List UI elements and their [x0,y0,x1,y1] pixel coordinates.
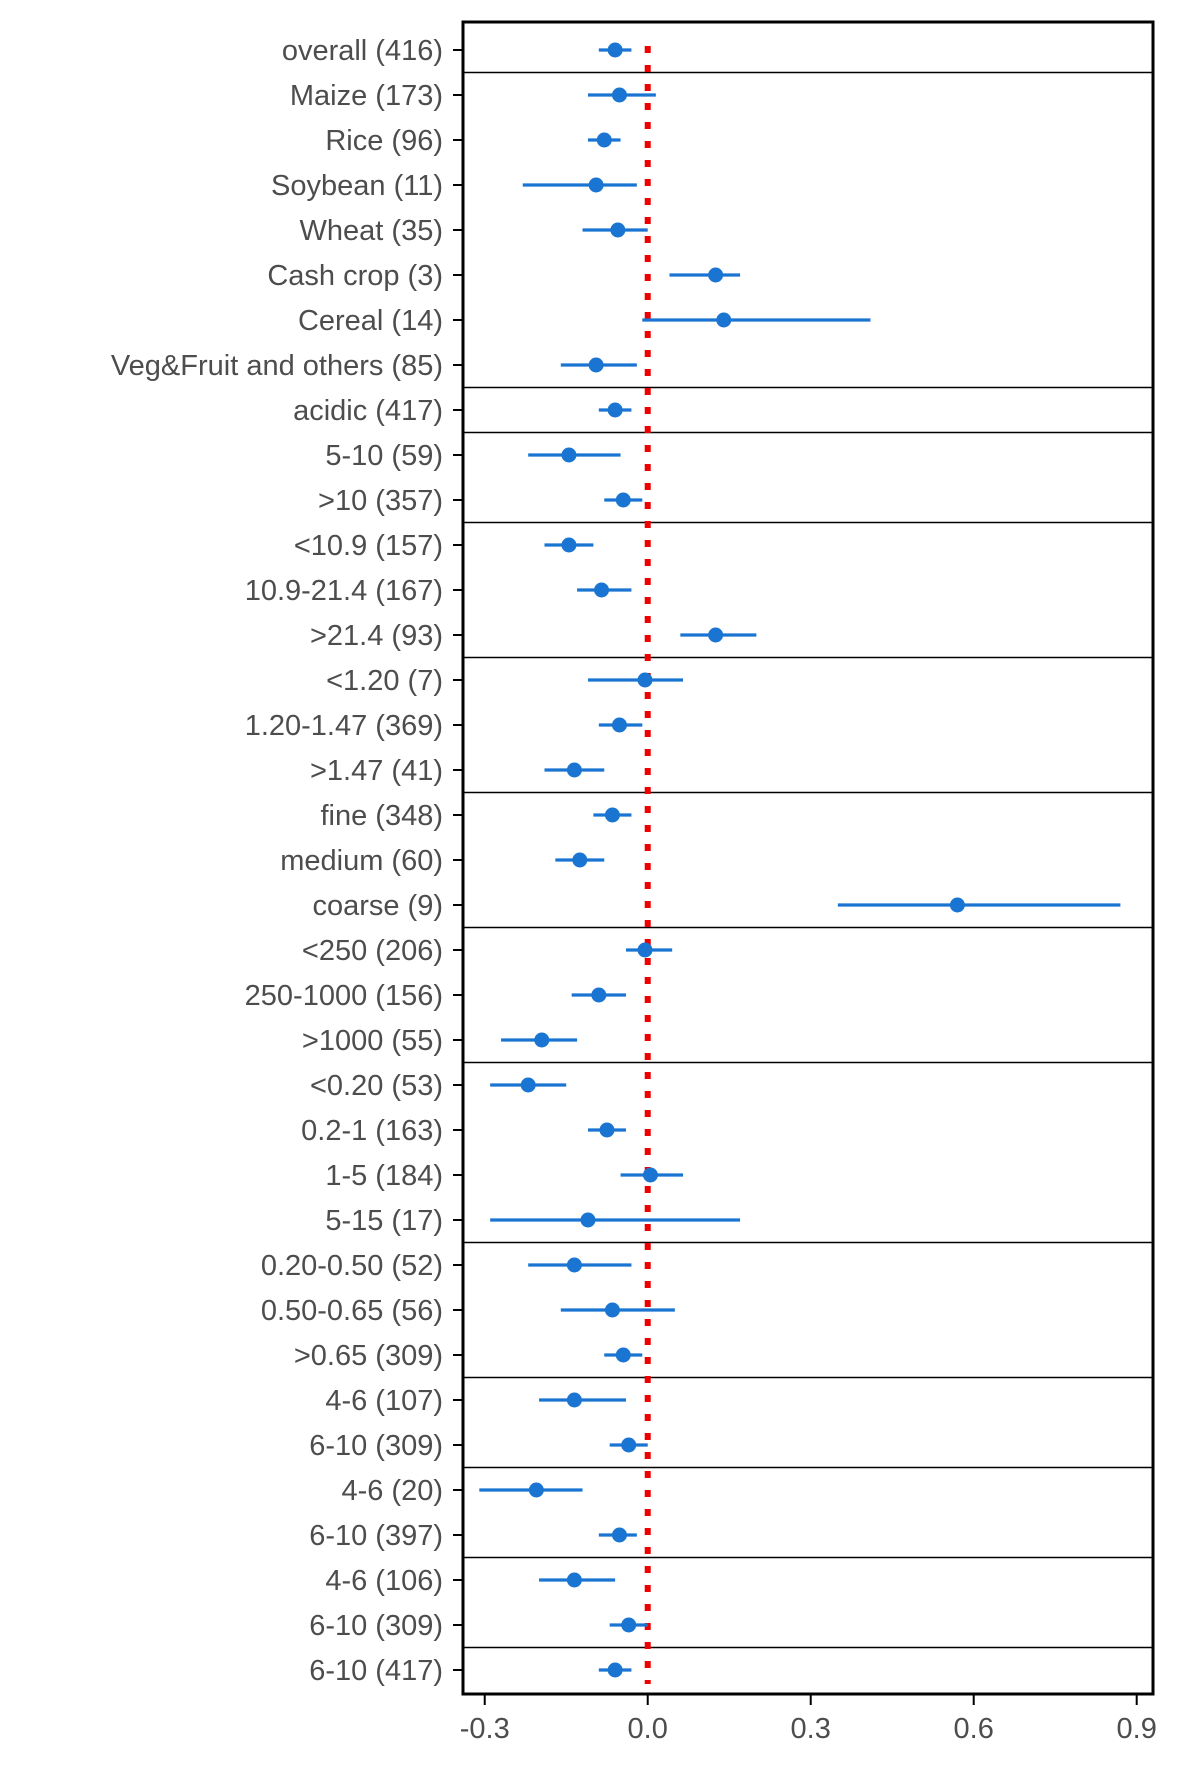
category-label: 6-10 (309) [309,1430,443,1462]
estimate-point [580,1212,596,1228]
estimate-point [561,447,577,463]
category-label: 4-6 (106) [325,1565,443,1597]
category-label: 10.9-21.4 (167) [245,575,443,607]
estimate-point [949,897,965,913]
category-label: 1.20-1.47 (369) [245,710,443,742]
category-label: >1.47 (41) [310,755,443,787]
estimate-point [708,267,724,283]
category-label: acidic (417) [293,395,443,427]
estimate-point [566,1572,582,1588]
category-label: 6-10 (309) [309,1610,443,1642]
estimate-point [611,717,627,733]
category-label: >21.4 (93) [310,620,443,652]
estimate-point [637,942,653,958]
estimate-point [588,177,604,193]
category-label: 5-10 (59) [325,440,443,472]
category-label: 6-10 (417) [309,1655,443,1687]
category-label: Rice (96) [325,125,443,157]
category-label: Wheat (35) [300,215,443,247]
category-label: <10.9 (157) [294,530,443,562]
category-label: >1000 (55) [302,1025,443,1057]
estimate-point [607,402,623,418]
category-label: <250 (206) [302,935,443,967]
category-label: Veg&Fruit and others (85) [111,350,443,382]
estimate-point [604,807,620,823]
estimate-point [604,1302,620,1318]
estimate-point [716,312,732,328]
estimate-point [611,87,627,103]
category-label: 250-1000 (156) [245,980,443,1012]
category-label: 0.20-0.50 (52) [261,1250,443,1282]
x-tick-label: 0.3 [791,1713,831,1745]
category-label: 4-6 (20) [341,1475,443,1507]
category-label: Cash crop (3) [267,260,443,292]
category-label: 4-6 (107) [325,1385,443,1417]
group-separators [463,71,1153,1649]
category-label: coarse (9) [312,890,443,922]
estimate-point [621,1617,637,1633]
category-label: 0.2-1 (163) [301,1115,443,1147]
estimate-point [621,1437,637,1453]
estimate-point [561,537,577,553]
category-label: >0.65 (309) [294,1340,443,1372]
estimate-point [566,1392,582,1408]
category-label: Maize (173) [290,80,443,112]
estimate-point [594,582,610,598]
estimate-point [610,222,626,238]
estimate-point [572,852,588,868]
estimate-point [588,357,604,373]
estimate-point [615,492,631,508]
category-label: Soybean (11) [271,170,443,202]
estimate-point [708,627,724,643]
estimate-marks [479,42,1121,1678]
estimate-point [534,1032,550,1048]
estimate-point [607,42,623,58]
estimate-point [591,987,607,1003]
estimate-point [607,1662,623,1678]
category-label: 6-10 (397) [309,1520,443,1552]
estimate-point [566,1257,582,1273]
category-label: Cereal (14) [298,305,443,337]
estimate-point [520,1077,536,1093]
estimate-point [615,1347,631,1363]
x-tick-label: 0.9 [1117,1713,1157,1745]
category-label: fine (348) [320,800,443,832]
category-label: overall (416) [282,35,443,67]
category-label: medium (60) [280,845,443,877]
category-label: >10 (357) [318,485,443,517]
estimate-point [611,1527,627,1543]
category-label: <0.20 (53) [310,1070,443,1102]
category-label: 0.50-0.65 (56) [261,1295,443,1327]
category-label: 1-5 (184) [325,1160,443,1192]
estimate-point [599,1122,615,1138]
category-label: 5-15 (17) [325,1205,443,1237]
estimate-point [566,762,582,778]
x-tick-label: 0.6 [954,1713,994,1745]
x-tick-label: -0.3 [460,1713,510,1745]
estimate-point [637,672,653,688]
x-tick-label: 0.0 [628,1713,668,1745]
category-labels: overall (416) Maize (173) Rice (96) Soybean… [111,35,463,1687]
estimate-point [642,1167,658,1183]
panel-border [461,20,1155,1696]
estimate-point [528,1482,544,1498]
category-label: <1.20 (7) [326,665,443,697]
x-axis: -0.3 0.0 0.3 0.6 0.9 [460,1694,1157,1745]
estimate-point [596,132,612,148]
